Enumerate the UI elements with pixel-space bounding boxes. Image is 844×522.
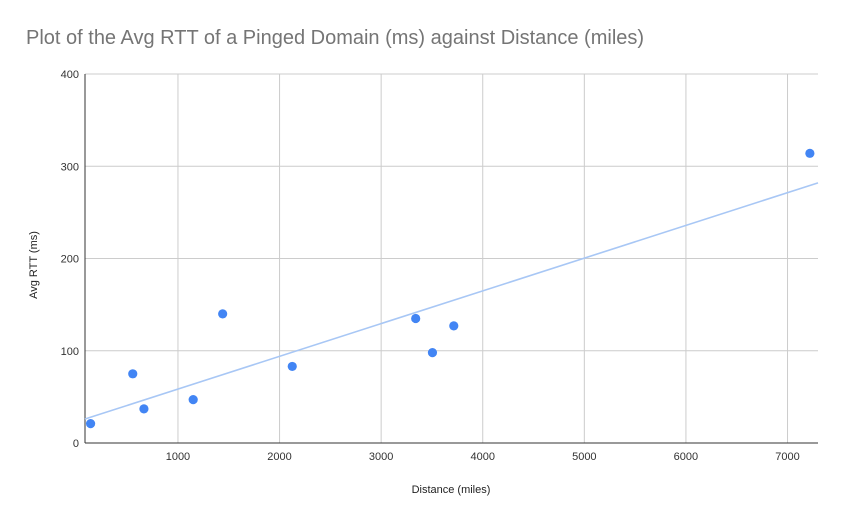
chart-title: Plot of the Avg RTT of a Pinged Domain (…: [26, 27, 645, 49]
x-tick-label: 6000: [674, 451, 698, 463]
x-axis-label: Distance (miles): [412, 484, 491, 496]
axis-lines: [84, 74, 818, 444]
data-point: [427, 347, 438, 358]
trendline-group: [84, 182, 819, 420]
data-point: [85, 419, 96, 429]
data-point: [139, 404, 149, 414]
x-axis-ticks: 1000 2000 3000 4000 5000 6000 7000: [166, 451, 800, 463]
y-axis-label: Avg RTT (ms): [28, 231, 40, 299]
data-point: [449, 321, 459, 331]
x-tick-label: 3000: [369, 451, 393, 463]
data-point: [805, 148, 815, 158]
y-axis-ticks: 0 100 200 300 400: [61, 69, 79, 450]
data-point: [287, 361, 297, 372]
y-tick-label: 100: [61, 346, 79, 358]
data-points: [85, 148, 815, 429]
y-tick-label: 400: [61, 69, 79, 81]
data-point: [411, 313, 421, 324]
x-tick-label: 4000: [470, 451, 494, 463]
data-point: [218, 309, 228, 319]
grid-lines: [85, 73, 818, 443]
data-point: [128, 369, 138, 379]
x-tick-label: 7000: [775, 451, 799, 463]
x-tick-label: 5000: [572, 451, 596, 463]
x-tick-label: 1000: [166, 451, 190, 463]
y-tick-label: 300: [61, 161, 79, 173]
y-tick-label: 0: [73, 438, 79, 450]
trendline: [84, 182, 819, 420]
y-tick-label: 200: [61, 254, 79, 266]
x-tick-label: 2000: [267, 451, 291, 463]
data-point: [188, 395, 198, 405]
